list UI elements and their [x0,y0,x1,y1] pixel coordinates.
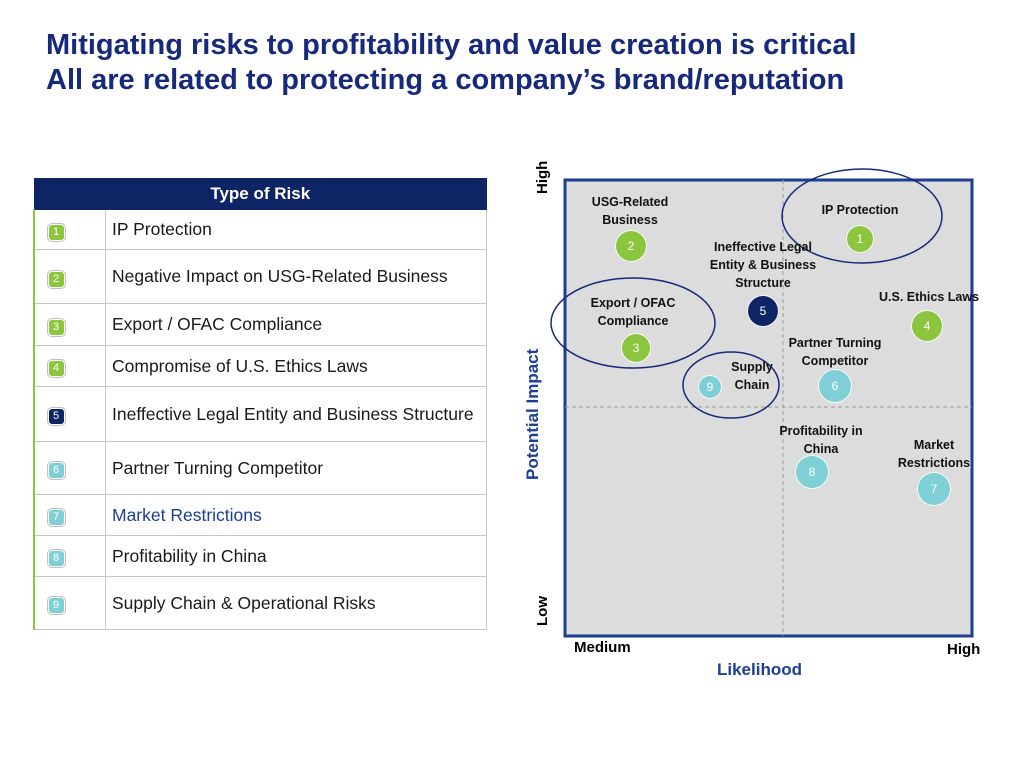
risk-number-badge: 9 [47,597,65,614]
x-axis-title: Likelihood [717,660,802,679]
supply-chain-highlight [682,351,780,419]
risk-dot-5: 5 [748,296,778,326]
risk-label: IP Protection [105,209,487,250]
risk-dot-4: 4 [912,311,942,341]
risk-matrix: High Low Potential Impact Medium High Li… [523,160,1024,700]
risk-dot-3: 3 [622,334,650,362]
risk-dot-8: 8 [796,456,828,488]
export-ofac-highlight [550,277,716,369]
risk-number-badge: 3 [47,318,65,336]
bubble-label-supply-chain: Supply Chain [731,360,773,392]
risk-number-badge: 5 [47,408,65,425]
bubble-label-partner: Partner Turning Competitor [788,336,882,368]
table-row: 1 IP Protection [33,209,487,250]
risk-table-header: Type of Risk [33,178,487,210]
bubble-label-ethics: U.S. Ethics Laws [878,290,980,304]
risk-number-badge: 4 [47,360,65,377]
risk-label: Compromise of U.S. Ethics Laws [105,345,487,387]
risk-label: Export / OFAC Compliance [105,303,487,346]
risk-label: Market Restrictions [105,494,487,536]
risk-dot-1: 1 [847,226,873,252]
bubble-label-ip-protection: IP Protection [821,203,899,217]
table-row: 8 Profitability in China [33,535,487,577]
x-axis-high-label: High [947,641,981,658]
risk-number-badge: 6 [47,462,65,479]
bubble-label-market: Market Restrictions [897,438,971,470]
slide-title: Mitigating risks to profitability and va… [46,28,1006,98]
risk-table: Type of Risk 1 IP Protection 2 Negative … [33,178,487,630]
risk-number-badge: 1 [47,223,65,241]
slide-title-line1: Mitigating risks to profitability and va… [46,29,857,61]
risk-label: Ineffective Legal Entity and Business St… [105,386,487,442]
slide-title-line2: All are related to protecting a company’… [46,64,845,96]
bubble-label-export-ofac: Export / OFAC Compliance [590,296,676,328]
risk-dot-6: 6 [819,370,851,402]
risk-dot-9: 9 [699,376,721,398]
table-row: 5 Ineffective Legal Entity and Business … [33,386,487,442]
bubble-label-china: Profitability in China [779,424,863,456]
table-row: 6 Partner Turning Competitor [33,441,487,495]
risk-number-badge: 8 [47,550,65,567]
bubble-label-legal-entity: Ineffective Legal Entity & Business Stru… [709,240,817,290]
risk-label: Partner Turning Competitor [105,441,487,495]
risk-dot-2: 2 [616,231,646,261]
risk-number-badge: 2 [47,270,65,288]
risk-table-header-row: Type of Risk [33,178,487,210]
y-axis-high-label: High [534,160,551,194]
risk-label: Supply Chain & Operational Risks [105,576,487,630]
table-row: 4 Compromise of U.S. Ethics Laws [33,345,487,387]
x-axis-low-label: Medium [574,639,631,656]
risk-dot-7: 7 [918,473,950,505]
ip-protection-highlight [781,168,943,264]
risk-label: Profitability in China [105,535,487,577]
bubble-label-usg: USG-Related Business [591,195,669,227]
table-row: 2 Negative Impact on USG-Related Busines… [33,249,487,304]
table-row: 7 Market Restrictions [33,494,487,536]
risk-label: Negative Impact on USG-Related Business [105,249,487,304]
y-axis-title: Potential Impact [523,348,542,480]
risk-number-badge: 7 [47,509,65,526]
table-row: 9 Supply Chain & Operational Risks [33,576,487,630]
y-axis-low-label: Low [534,596,551,626]
table-row: 3 Export / OFAC Compliance [33,303,487,346]
